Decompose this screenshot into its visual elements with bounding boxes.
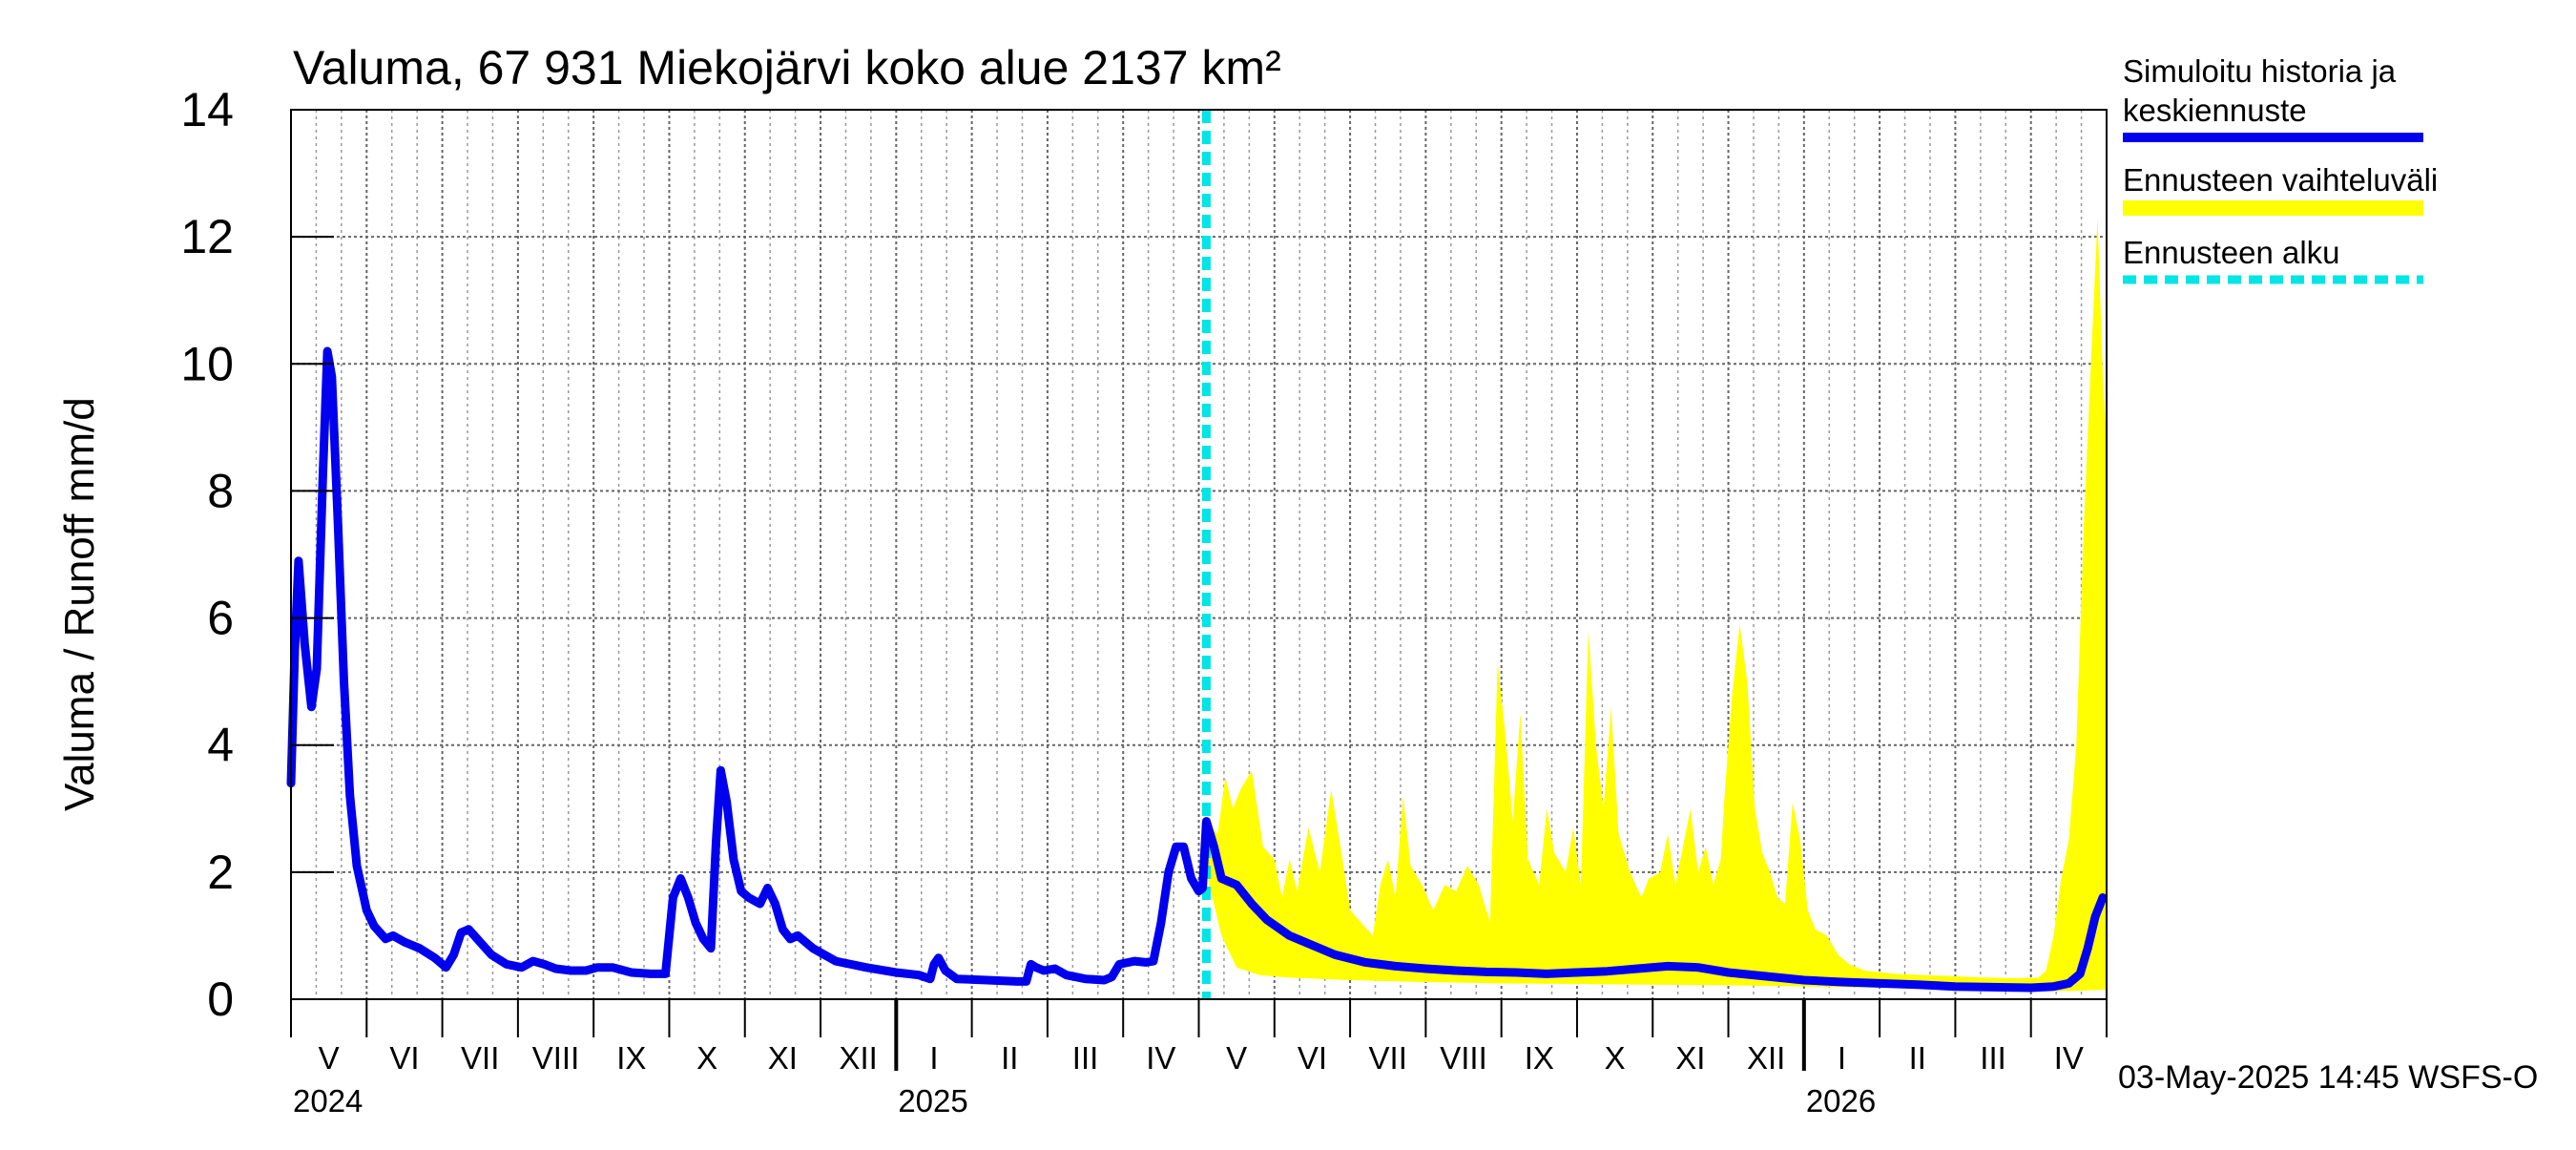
y-tick-label: 10 bbox=[180, 337, 234, 390]
x-tick-label-month: II bbox=[1909, 1040, 1926, 1076]
x-tick-label-year: 2025 bbox=[898, 1083, 967, 1119]
y-axis-ticks: 0 2 4 6 8 10 12 14 bbox=[180, 83, 334, 1026]
y-tick-label: 12 bbox=[180, 210, 234, 263]
x-axis-ticks: V VI VII VIII IX X XI XII I II III IV V VI VII VIII IX X X… bbox=[290, 999, 2108, 1119]
x-tick-label-month: XI bbox=[768, 1040, 798, 1076]
x-tick-label-month: VI bbox=[389, 1040, 419, 1076]
y-tick-label: 4 bbox=[207, 719, 234, 772]
x-tick-label-month: IX bbox=[616, 1040, 646, 1076]
legend-label-simulated-line2: keskiennuste bbox=[2123, 93, 2307, 128]
x-tick-label-month: VIII bbox=[532, 1040, 580, 1076]
x-tick-label-month: I bbox=[1838, 1040, 1846, 1076]
y-tick-label: 2 bbox=[207, 846, 234, 899]
forecast-range-band bbox=[1206, 218, 2107, 992]
horizontal-gridlines bbox=[291, 236, 2107, 873]
legend-label-forecast-start: Ennusteen alku bbox=[2123, 235, 2340, 270]
x-tick-label-month: IV bbox=[1146, 1040, 1175, 1076]
x-tick-label-month: VIII bbox=[1440, 1040, 1487, 1076]
x-tick-label-month: IV bbox=[2054, 1040, 2084, 1076]
x-tick-label-month: II bbox=[1001, 1040, 1018, 1076]
y-tick-label: 0 bbox=[207, 972, 234, 1026]
x-tick-label-month: X bbox=[696, 1040, 717, 1076]
y-axis-label: Valuma / Runoff mm/d bbox=[56, 397, 103, 811]
footer-timestamp: 03-May-2025 14:45 WSFS-O bbox=[2118, 1059, 2538, 1096]
x-tick-label-month: III bbox=[1072, 1040, 1099, 1076]
x-tick-label-month: XII bbox=[840, 1040, 878, 1076]
chart-title: Valuma, 67 931 Miekojärvi koko alue 2137… bbox=[293, 41, 1281, 94]
y-tick-label: 8 bbox=[207, 464, 234, 517]
x-tick-label-month: V bbox=[319, 1040, 340, 1076]
legend: Simuloitu historia ja keskiennuste Ennuste… bbox=[2123, 53, 2438, 284]
x-tick-label-month: X bbox=[1605, 1040, 1626, 1076]
x-tick-label-month: VI bbox=[1298, 1040, 1327, 1076]
x-tick-label-month: III bbox=[1980, 1040, 2006, 1076]
legend-label-simulated: Simuloitu historia ja bbox=[2123, 53, 2397, 89]
y-tick-label: 6 bbox=[207, 592, 234, 645]
y-tick-label: 14 bbox=[180, 83, 234, 136]
legend-label-range: Ennusteen vaihteluväli bbox=[2123, 162, 2438, 198]
x-tick-label-year: 2024 bbox=[293, 1083, 363, 1119]
x-tick-label-month: XII bbox=[1747, 1040, 1785, 1076]
x-tick-label-month: V bbox=[1226, 1040, 1247, 1076]
x-tick-label-month: VII bbox=[1369, 1040, 1407, 1076]
series-line-simulated bbox=[286, 346, 2108, 993]
x-tick-label-month: I bbox=[929, 1040, 938, 1076]
x-tick-label-month: XI bbox=[1675, 1040, 1705, 1076]
x-tick-label-month: IX bbox=[1525, 1040, 1554, 1076]
vertical-gridlines bbox=[315, 110, 2083, 999]
x-tick-label-month: VII bbox=[461, 1040, 499, 1076]
x-tick-label-year: 2026 bbox=[1806, 1083, 1876, 1119]
